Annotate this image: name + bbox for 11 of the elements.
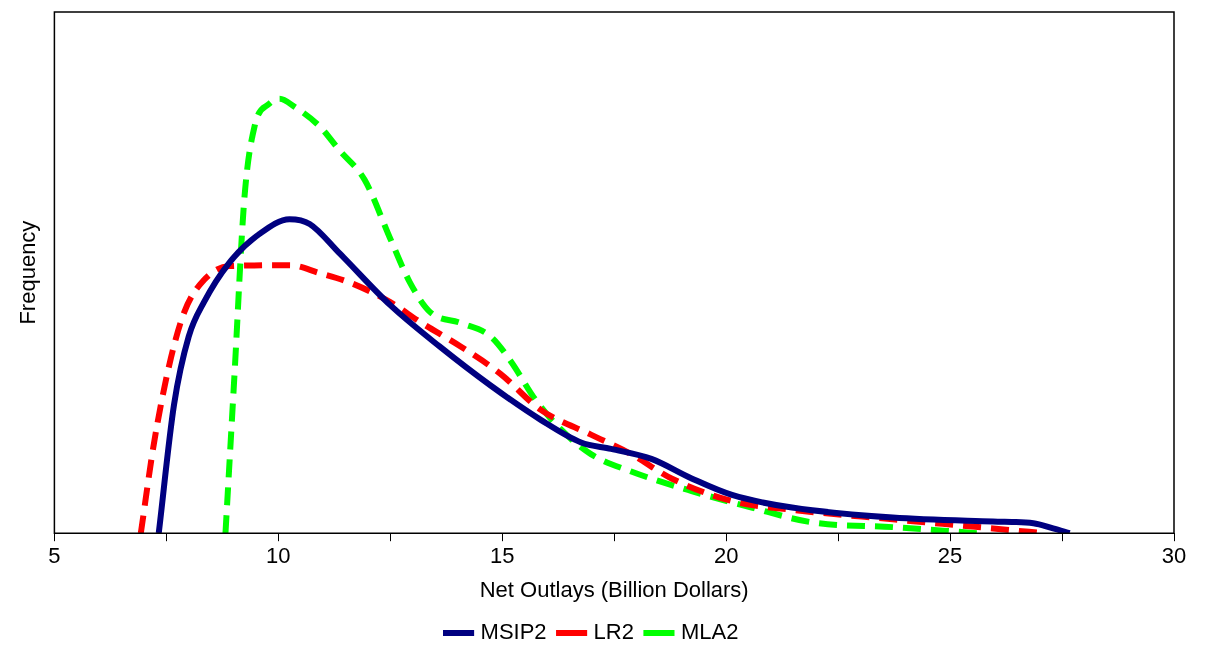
x-tick-label: 30 (1161, 543, 1187, 569)
legend-label: MLA2 (680, 619, 739, 645)
y-axis-title: Frequency (15, 220, 41, 325)
x-tick-label: 15 (490, 543, 515, 569)
x-axis-title: Net Outlays (Billion Dollars) (479, 576, 749, 602)
legend-label: LR2 (593, 619, 634, 645)
x-tick-label: 10 (266, 543, 291, 569)
x-tick-label: 20 (713, 543, 739, 569)
x-tick-label: 5 (48, 543, 61, 569)
x-tick-label: 25 (937, 543, 963, 569)
legend-label: MSIP2 (480, 619, 547, 645)
